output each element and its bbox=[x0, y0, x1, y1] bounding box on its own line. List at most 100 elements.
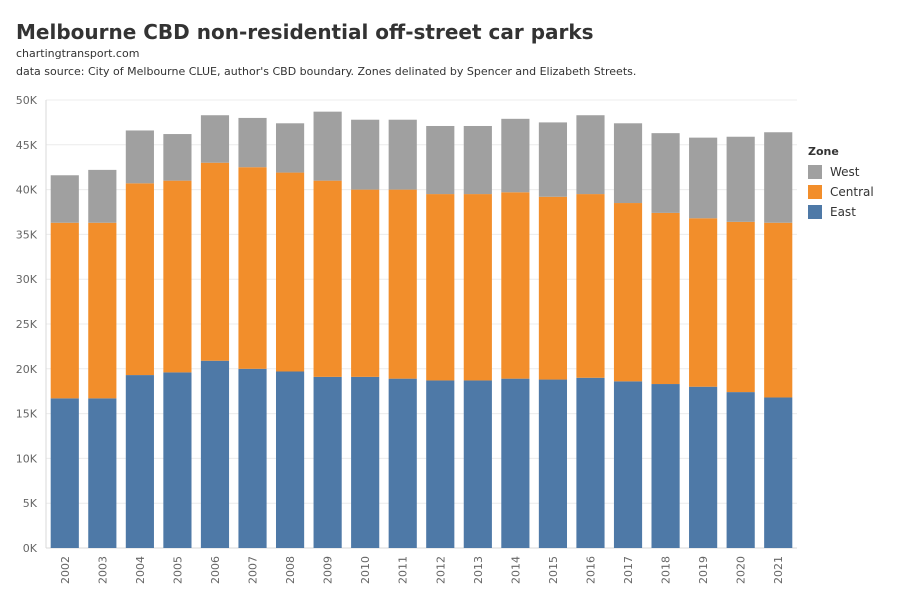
x-tick-label: 2006 bbox=[209, 556, 222, 584]
legend-item-east[interactable]: East bbox=[808, 202, 896, 222]
bar-central-2004 bbox=[125, 183, 154, 376]
bar-west-2015 bbox=[538, 122, 568, 197]
bar-west-2010 bbox=[351, 119, 380, 190]
bar-west-2012 bbox=[426, 125, 455, 195]
y-tick-label: 40K bbox=[16, 184, 38, 197]
bar-central-2005 bbox=[163, 180, 192, 373]
chart-title: Melbourne CBD non-residential off-street… bbox=[16, 20, 594, 44]
bar-west-2004 bbox=[125, 130, 154, 184]
x-tick-label: 2015 bbox=[547, 556, 560, 584]
bar-east-2015 bbox=[538, 379, 568, 548]
bar-central-2015 bbox=[538, 196, 568, 380]
bar-central-2008 bbox=[275, 172, 305, 372]
bar-west-2003 bbox=[88, 169, 117, 223]
bar-west-2006 bbox=[200, 115, 230, 163]
x-tick-label: 2013 bbox=[472, 556, 485, 584]
y-tick-label: 25K bbox=[16, 318, 38, 331]
legend-swatch-west bbox=[808, 165, 822, 179]
legend-swatch-central bbox=[808, 185, 822, 199]
bar-central-2011 bbox=[388, 189, 417, 379]
bar-central-2007 bbox=[238, 167, 267, 369]
y-tick-label: 15K bbox=[16, 408, 38, 421]
bar-west-2021 bbox=[764, 132, 793, 223]
x-tick-label: 2003 bbox=[96, 556, 109, 584]
bar-east-2013 bbox=[463, 380, 492, 548]
bar-east-2003 bbox=[88, 398, 117, 548]
bar-west-2017 bbox=[613, 123, 643, 204]
x-tick-label: 2009 bbox=[322, 556, 335, 584]
bar-central-2003 bbox=[88, 222, 117, 399]
bar-central-2002 bbox=[50, 222, 79, 399]
bar-east-2019 bbox=[689, 386, 718, 548]
bar-east-2021 bbox=[764, 397, 793, 548]
legend-label-west: West bbox=[830, 165, 860, 179]
bar-central-2021 bbox=[764, 222, 793, 398]
x-tick-label: 2021 bbox=[772, 556, 785, 584]
x-tick-label: 2010 bbox=[359, 556, 372, 584]
x-tick-label: 2016 bbox=[584, 556, 597, 584]
x-tick-label: 2004 bbox=[134, 556, 147, 584]
bar-east-2014 bbox=[501, 378, 530, 548]
y-tick-label: 45K bbox=[16, 139, 38, 152]
bar-east-2004 bbox=[125, 375, 154, 548]
bar-east-2017 bbox=[613, 381, 643, 548]
legend-item-central[interactable]: Central bbox=[808, 182, 896, 202]
x-tick-label: 2018 bbox=[660, 556, 673, 584]
bar-west-2011 bbox=[388, 119, 417, 190]
bar-central-2012 bbox=[426, 194, 455, 381]
legend-item-west[interactable]: West bbox=[808, 162, 896, 182]
bar-west-2008 bbox=[275, 123, 305, 173]
bar-central-2018 bbox=[651, 212, 680, 385]
bar-central-2016 bbox=[576, 194, 605, 378]
x-tick-label: 2008 bbox=[284, 556, 297, 584]
y-tick-label: 50K bbox=[16, 94, 38, 107]
bar-east-2012 bbox=[426, 380, 455, 548]
y-tick-label: 5K bbox=[23, 497, 38, 510]
x-tick-label: 2017 bbox=[622, 556, 635, 584]
bar-east-2011 bbox=[388, 378, 417, 548]
bar-east-2018 bbox=[651, 384, 680, 548]
bar-east-2010 bbox=[351, 376, 380, 548]
x-tick-label: 2002 bbox=[59, 556, 72, 584]
bar-west-2002 bbox=[50, 175, 79, 223]
x-tick-label: 2019 bbox=[697, 556, 710, 584]
bar-central-2020 bbox=[726, 221, 755, 393]
y-tick-label: 0K bbox=[23, 542, 38, 555]
y-tick-label: 20K bbox=[16, 363, 38, 376]
y-tick-label: 30K bbox=[16, 273, 38, 286]
bar-central-2009 bbox=[313, 180, 342, 377]
bar-central-2014 bbox=[501, 192, 530, 379]
legend-swatch-east bbox=[808, 205, 822, 219]
bar-west-2014 bbox=[501, 118, 530, 193]
legend-label-east: East bbox=[830, 205, 856, 219]
chart-subtitle: chartingtransport.com bbox=[16, 47, 140, 60]
bar-east-2007 bbox=[238, 368, 267, 548]
bar-east-2008 bbox=[275, 371, 305, 548]
legend-label-central: Central bbox=[830, 185, 874, 199]
bar-west-2009 bbox=[313, 111, 342, 181]
y-tick-label: 10K bbox=[16, 452, 38, 465]
bar-west-2005 bbox=[163, 134, 192, 181]
bar-west-2013 bbox=[463, 125, 492, 195]
bar-east-2006 bbox=[200, 360, 230, 548]
bar-east-2016 bbox=[576, 377, 605, 548]
bar-west-2016 bbox=[576, 115, 605, 195]
bar-east-2005 bbox=[163, 372, 192, 548]
bar-east-2002 bbox=[50, 398, 79, 548]
y-tick-label: 35K bbox=[16, 228, 38, 241]
x-tick-label: 2007 bbox=[247, 556, 260, 584]
bar-central-2019 bbox=[689, 218, 718, 387]
legend-title: Zone bbox=[808, 145, 839, 158]
chart-note: data source: City of Melbourne CLUE, aut… bbox=[16, 65, 637, 78]
bar-west-2018 bbox=[651, 133, 680, 213]
x-tick-label: 2014 bbox=[509, 556, 522, 584]
bar-west-2007 bbox=[238, 117, 267, 168]
bar-east-2009 bbox=[313, 376, 342, 548]
bar-central-2006 bbox=[200, 162, 230, 361]
x-tick-label: 2020 bbox=[735, 556, 748, 584]
bar-west-2020 bbox=[726, 136, 755, 222]
bar-central-2017 bbox=[613, 203, 643, 382]
bar-central-2013 bbox=[463, 194, 492, 381]
bar-central-2010 bbox=[351, 189, 380, 377]
